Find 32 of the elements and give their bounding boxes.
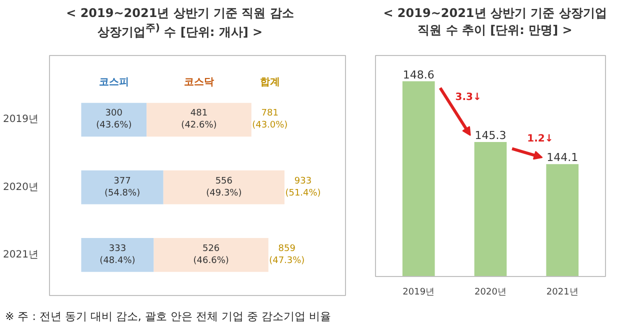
data-label: 377 (54.8%): [104, 176, 140, 198]
annotation: 3.3↓: [455, 92, 482, 103]
bar: [146, 102, 252, 137]
data-label: 556 (49.3%): [206, 176, 242, 198]
chart-title: < 2019~2021년 상반기 기준 상장기업 직원 수 추이 [단위: 만명] >: [383, 5, 607, 40]
text: ※ 주 : 전년 동기 대비 감소, 괄호 안은 전체 기업 중 감소기업 비율: [5, 309, 331, 325]
data-label: 145.3: [474, 129, 506, 142]
data-label: 333 (48.4%): [100, 244, 136, 266]
annotation: 1.2↓: [527, 133, 554, 144]
x-tick-label: 2021년: [546, 288, 578, 298]
x-tick-label: 2019년: [402, 288, 435, 298]
data-label: 148.6: [402, 68, 434, 82]
bar: [81, 102, 147, 137]
x-tick-label: 2020년: [474, 288, 506, 298]
bar: [154, 238, 268, 272]
legend-title: 합계: [260, 77, 280, 88]
total-label: 933 (51.4%): [285, 176, 321, 198]
bar: [163, 170, 285, 204]
data-label: 481 (42.6%): [181, 108, 217, 131]
bar: [81, 170, 164, 204]
data-label: 526 (46.6%): [193, 244, 229, 266]
total-label: 859 (47.3%): [269, 244, 305, 266]
data-label: 144.1: [546, 151, 578, 164]
y-tick-label: 2019년: [3, 114, 39, 126]
series-label: 코스피: [98, 77, 129, 88]
chart-title: < 2019~2021년 상반기 기준 직원 감소 상장기업$^{주)}$ 수 [단위: 개사] >: [66, 5, 294, 42]
series-label: 코스닥: [184, 77, 214, 88]
data-label: 300 (43.6%): [96, 108, 132, 131]
y-tick-label: 2020년: [3, 182, 39, 193]
y-tick-label: 2021년: [3, 249, 39, 260]
total-label: 781 (43.0%): [252, 108, 288, 131]
bar: [81, 238, 154, 272]
